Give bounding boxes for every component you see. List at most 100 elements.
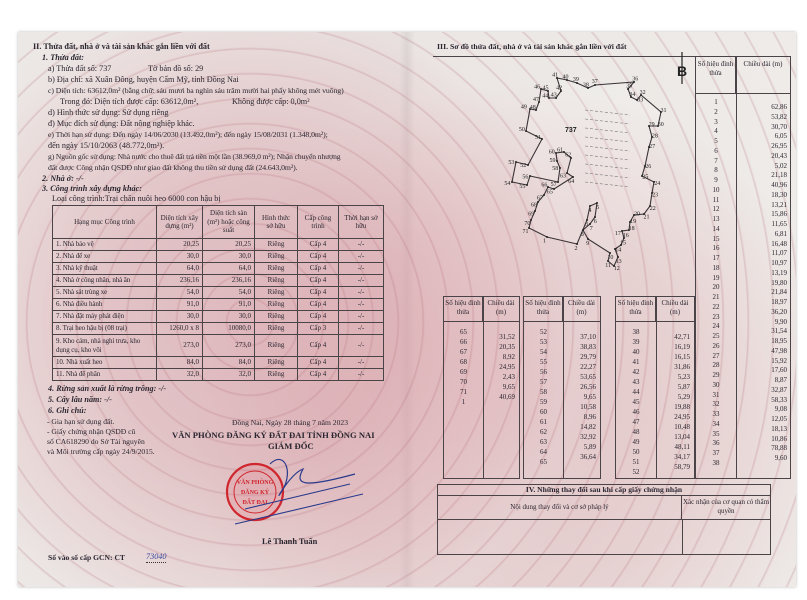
vertex-point — [582, 229, 584, 231]
building-outline — [584, 145, 631, 152]
vertex-id: 47 — [632, 418, 640, 426]
table-cell: -/- — [338, 286, 384, 299]
edge-length: 34,17 — [674, 453, 690, 461]
edge-length: 8,92 — [502, 353, 515, 361]
changes-col-confirm: Xác nhận của cơ quan có thẩm quyền — [682, 498, 770, 515]
edge-length: 21,18 — [771, 171, 787, 180]
vertex-point — [529, 108, 531, 110]
registration-number: 73040 — [146, 552, 167, 564]
edge-length: 15,86 — [771, 210, 787, 219]
vertex-point — [526, 184, 528, 186]
area-not-granted: Không được cấp: 0,0m² — [232, 97, 310, 106]
edge-length: 47,98 — [771, 346, 787, 355]
vertex-point — [643, 213, 645, 215]
vertex-id: 20 — [712, 283, 720, 292]
table-cell: 273,0 — [202, 334, 255, 357]
table-cell: 91,0 — [202, 298, 255, 311]
table-cell: -/- — [338, 298, 384, 311]
edge-length: 37,10 — [580, 333, 596, 341]
building-outline — [584, 181, 631, 188]
vertex-label: 69 — [528, 212, 534, 218]
building-outline — [584, 109, 631, 116]
edge-length: 5,89 — [583, 443, 596, 451]
table-cell: -/- — [338, 368, 384, 381]
vertex-id: 50 — [632, 448, 640, 456]
vertex-id: 46 — [632, 408, 640, 416]
address: b) Địa chỉ: xã Xuân Đông, huyện Cẩm Mỹ, … — [48, 75, 239, 84]
table-cell: 8. Trại heo hậu bị (08 trại) — [52, 322, 157, 335]
vertex-label: 34 — [629, 92, 635, 98]
vertex-id: 52 — [540, 328, 547, 336]
vertex-id: 6 — [714, 146, 718, 155]
vertex-label: 19 — [630, 219, 636, 225]
vertex-label: 63 — [560, 173, 566, 179]
vertex-id: 65 — [460, 328, 467, 336]
table-cell: Riêng — [254, 310, 298, 323]
vertex-point — [627, 88, 629, 90]
notes-heading: 6. Ghi chú: — [48, 406, 87, 415]
vertex-id: 14 — [712, 224, 720, 233]
vertex-id: 36 — [712, 439, 720, 448]
table-row: 11. Nhà để phân 32,0 32,0 Riêng Cấp 4 -/- — [52, 368, 384, 381]
vertex-id: 19 — [712, 273, 720, 282]
edge-length: 18,13 — [771, 424, 787, 433]
table-cell: 6. Nhà điều hành — [52, 298, 157, 311]
usage-form: d) Hình thức sử dụng: Sử dụng riêng — [48, 108, 169, 117]
vertex-label: 29 — [649, 122, 655, 128]
vertex-label: 66 — [541, 182, 547, 188]
vertex-point — [535, 109, 537, 111]
edge-length: 18,95 — [771, 337, 787, 345]
usage-purpose: đ) Mục đích sử dụng: Đất nông nghiệp khá… — [48, 119, 195, 128]
vertex-point — [547, 90, 549, 92]
table-cell: Cấp 4 — [297, 356, 339, 369]
table-cell: 32,0 — [202, 368, 255, 381]
edge-length: 31,54 — [771, 327, 787, 336]
house-heading: 2. Nhà ở: -/- — [42, 174, 84, 183]
edge-length: 40,96 — [771, 181, 787, 189]
building-outline — [584, 127, 631, 134]
vertex-id: 51 — [632, 458, 640, 466]
col-header: Chiều dài (m) — [487, 299, 515, 316]
section-ii-heading: II. Thửa đất, nhà ở và tài sản khác gắn … — [33, 42, 210, 51]
vertex-point — [546, 236, 548, 238]
table-cell: Cấp 4 — [297, 262, 339, 275]
vertex-id: 22 — [712, 302, 720, 311]
vertex-label: 35 — [626, 84, 632, 90]
edge-length: 11,07 — [771, 249, 788, 258]
vertex-label: 47 — [533, 97, 539, 103]
table-cell: -/- — [338, 238, 384, 251]
edge-length: 21,84 — [771, 288, 787, 297]
vertex-id: 69 — [460, 368, 467, 376]
vertex-point — [614, 248, 616, 250]
edge-length: 17,60 — [771, 366, 787, 375]
edge-length: 6,05 — [774, 132, 787, 141]
table-cell: 3. Nhà kỹ thuật — [52, 262, 157, 275]
vertex-point — [640, 94, 642, 96]
table-cell: Riêng — [254, 286, 298, 299]
vertex-id: 41 — [632, 358, 640, 366]
column-header: Diện tích sàn (m²) hoặc công suất — [202, 205, 255, 239]
vertex-label: 67 — [537, 195, 543, 201]
vertex-point — [534, 210, 536, 212]
vertex-label: 33 — [637, 98, 643, 104]
table-cell: Cấp 4 — [297, 368, 339, 381]
vertex-point — [537, 201, 539, 203]
table-row: 4. Nhà ở công nhân, nhà ăn 236,16 236,16 Ri… — [52, 274, 384, 287]
table-cell: -/- — [338, 334, 384, 357]
vertex-label: 30 — [658, 122, 664, 128]
vertex-label: 49 — [521, 105, 527, 111]
table-row: 7. Nhà đặt máy phát điện 30,0 30,0 Riêng Cấp… — [52, 310, 384, 323]
vertex-id: 16 — [712, 244, 720, 253]
area-granted: Trong đó: Diện tích được cấp: 63612,0m², — [60, 97, 199, 106]
col-header: Chiều dài (m) — [567, 299, 596, 316]
vertex-id: 38 — [712, 458, 720, 467]
vertex-label: 55 — [519, 184, 525, 190]
col-header: Số hiệu đỉnh thửa — [696, 57, 736, 93]
column-header: Diện tích xây dựng (m²) — [156, 205, 203, 239]
vertex-label: 21 — [643, 215, 649, 221]
table-row: 10. Nhà xuất heo 84,0 84,0 Riêng Cấp 4 -/- — [52, 356, 384, 369]
table-cell: Riêng — [254, 356, 298, 369]
area: c) Diện tích: 63612,0m² (bằng chữ: sáu m… — [48, 86, 344, 95]
forest-heading: 4. Rừng sản xuất là rừng trồng: -/- — [48, 384, 167, 393]
vertex-id: 61 — [540, 418, 547, 426]
